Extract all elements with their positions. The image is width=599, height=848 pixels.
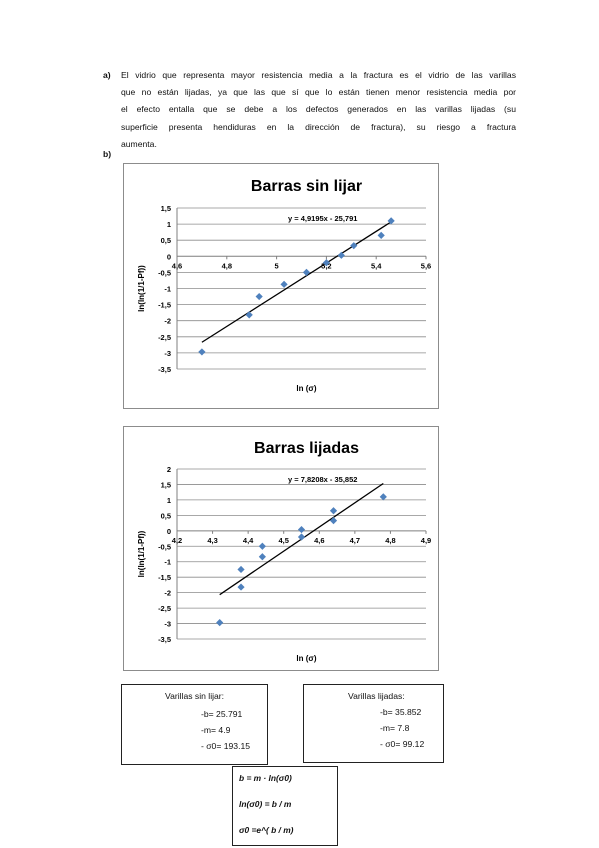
data-point (255, 292, 263, 301)
x-tick-label: 4,4 (243, 536, 254, 545)
data-point (379, 493, 387, 501)
trendline-equation: y = 4,9195x - 25,791 (288, 214, 357, 223)
x-tick-label: 4,5 (278, 536, 288, 545)
y-tick-label: -1 (164, 285, 171, 294)
y-tick-label: 1,5 (161, 204, 171, 213)
y-tick-label: -3 (164, 620, 171, 629)
results-lijadas-b: -b= 35.852 (380, 707, 422, 717)
trendline (201, 221, 392, 343)
x-tick-label: 5 (275, 261, 279, 270)
x-tick-label: 4,7 (350, 536, 360, 545)
answer-a-line-4: superficie presenta hendiduras en la dir… (121, 121, 516, 132)
formula-1: b = m · ln(σ0) (239, 773, 292, 783)
answer-a: a) El vidrio que representa mayor resist… (103, 67, 516, 153)
y-tick-label: -0,5 (158, 268, 171, 277)
x-tick-label: 4,3 (207, 536, 217, 545)
y-tick-label: 1,5 (161, 480, 171, 489)
y-tick-label: -1,5 (158, 301, 171, 310)
answer-a-line-2: que no están lijadas, ya que las que sí … (121, 87, 516, 98)
chart-lijadas-svg: Barras lijadas 2 1,5 1 0,5 0 -0,5 -1 -1,5 -2 -2,5 -… (137, 440, 431, 663)
x-tick-label: 5,6 (421, 261, 431, 270)
x-tick-label: 5,4 (371, 261, 382, 270)
y-tick-label: -1,5 (158, 573, 171, 582)
data-point (237, 583, 245, 591)
results-sin-lijar-b: -b= 25.791 (201, 709, 243, 719)
data-point (297, 525, 306, 534)
answer-a-line-3: el efecto entalla que se debe a los defe… (121, 104, 516, 115)
y-tick-label: -2,5 (158, 604, 171, 613)
x-tick-label: 4,2 (172, 536, 182, 545)
data-point (245, 311, 253, 319)
formula-2: ln(σ0) = b / m (239, 799, 292, 809)
data-point (337, 251, 345, 259)
x-axis-label: ln (σ) (296, 384, 316, 393)
y-tick-label: -2 (164, 589, 171, 598)
item-label-a: a) (103, 70, 111, 80)
data-point (258, 542, 266, 550)
results-box-lijadas: Varillas lijadas: -b= 35.852 -m= 7.8 - σ… (303, 684, 444, 763)
results-box-sin-lijar: Varillas sin lijar: -b= 25.791 -m= 4.9 -… (121, 684, 268, 765)
y-tick-label: -0,5 (158, 542, 171, 551)
y-tick-label: -3,5 (158, 635, 171, 644)
y-tick-label: -2,5 (158, 333, 171, 342)
data-point (198, 348, 206, 356)
chart-barras-lijadas: Barras lijadas 2 1,5 1 0,5 0 -0,5 -1 -1,5 -2 -2,5 -… (123, 426, 439, 671)
trendline-equation: y = 7,8208x - 35,852 (288, 475, 357, 484)
y-tick-label: 0,5 (161, 236, 171, 245)
x-tick-label: 4,9 (421, 536, 431, 545)
chart-barras-sin-lijar: Barras sin lijar 1,5 1 0,5 0 -0,5 -1 -1,5 -2 -2,5… (123, 163, 439, 409)
results-sin-lijar-sigma0: - σ0= 193.15 (201, 741, 251, 751)
y-tick-label: -2 (164, 317, 171, 326)
x-tick-label: 4,8 (385, 536, 395, 545)
answer-a-line-1: El vidrio que representa mayor resistenc… (121, 70, 516, 80)
y-tick-label: 1 (167, 220, 171, 229)
formula-box: b = m · ln(σ0) ln(σ0) = b / m σ0 =e^( b … (232, 766, 338, 846)
data-point (329, 507, 338, 515)
results-lijadas-m: -m= 7.8 (380, 723, 410, 733)
data-point (216, 619, 224, 627)
data-point (350, 242, 358, 250)
y-axis-label: ln(ln(1/1-Pf)) (137, 265, 146, 312)
y-tick-label: -3,5 (158, 365, 171, 374)
results-sin-lijar-m: -m= 4.9 (201, 725, 231, 735)
data-point (329, 517, 338, 525)
y-tick-label: 0,5 (161, 511, 171, 520)
results-lijadas-sigma0: - σ0= 99.12 (380, 739, 425, 749)
y-tick-label: 0 (167, 252, 171, 261)
x-axis-label: ln (σ) (296, 654, 316, 663)
answer-a-line-5: aumenta. (121, 138, 157, 149)
data-point (302, 268, 311, 276)
data-point (377, 231, 385, 239)
data-point (258, 553, 266, 561)
data-point (297, 533, 306, 541)
x-tick-label: 4,6 (172, 261, 182, 270)
y-tick-label: 1 (167, 496, 171, 505)
chart-title: Barras lijadas (254, 440, 359, 457)
chart-sin-lijar-svg: Barras sin lijar 1,5 1 0,5 0 -0,5 -1 -1,5 -2 -2,5… (137, 178, 431, 393)
x-tick-label: 4,6 (314, 536, 324, 545)
y-tick-label: 2 (167, 465, 171, 474)
item-label-b: b) (103, 149, 112, 159)
results-lijadas-title: Varillas lijadas: (348, 691, 405, 701)
results-sin-lijar-title: Varillas sin lijar: (165, 691, 225, 701)
data-point (280, 280, 288, 288)
data-point (387, 217, 395, 225)
x-tick-label: 4,8 (222, 261, 232, 270)
data-point (237, 565, 245, 574)
y-tick-label: -1 (164, 558, 171, 567)
formula-3: σ0 =e^( b / m) (239, 825, 294, 835)
chart-title: Barras sin lijar (251, 178, 362, 195)
y-tick-label: -3 (164, 349, 171, 358)
y-axis-label: ln(ln(1/1-Pf)) (137, 530, 146, 577)
y-tick-label: 0 (167, 527, 171, 536)
